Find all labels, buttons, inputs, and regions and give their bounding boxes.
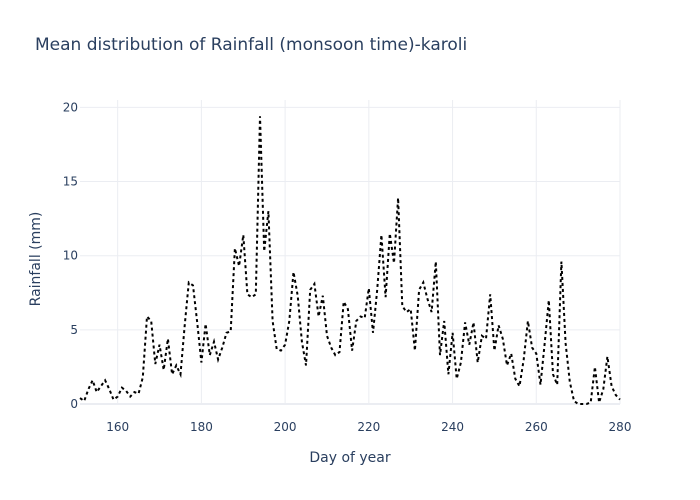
x-tick-label: 160 bbox=[106, 420, 129, 434]
tick-labels: 160 180 200 220 240 260 280 0 5 10 15 20 bbox=[63, 100, 632, 434]
x-tick-label: 240 bbox=[441, 420, 464, 434]
x-axis-title: Day of year bbox=[309, 450, 391, 466]
x-tick-label: 220 bbox=[357, 420, 380, 434]
y-tick-label: 5 bbox=[70, 323, 78, 337]
y-tick-label: 20 bbox=[63, 100, 78, 114]
y-tick-label: 15 bbox=[63, 175, 78, 189]
y-tick-label: 0 bbox=[70, 397, 78, 411]
gridlines bbox=[80, 100, 621, 405]
y-tick-label: 10 bbox=[63, 249, 78, 263]
chart-title: Mean distribution of Rainfall (monsoon t… bbox=[35, 35, 467, 55]
x-tick-label: 200 bbox=[274, 420, 297, 434]
series-layer bbox=[79, 116, 621, 405]
x-tick-label: 280 bbox=[609, 420, 632, 434]
x-tick-label: 260 bbox=[525, 420, 548, 434]
y-axis-title: Rainfall (mm) bbox=[28, 212, 44, 307]
rainfall-series-line bbox=[79, 116, 621, 405]
x-tick-label: 180 bbox=[190, 420, 213, 434]
